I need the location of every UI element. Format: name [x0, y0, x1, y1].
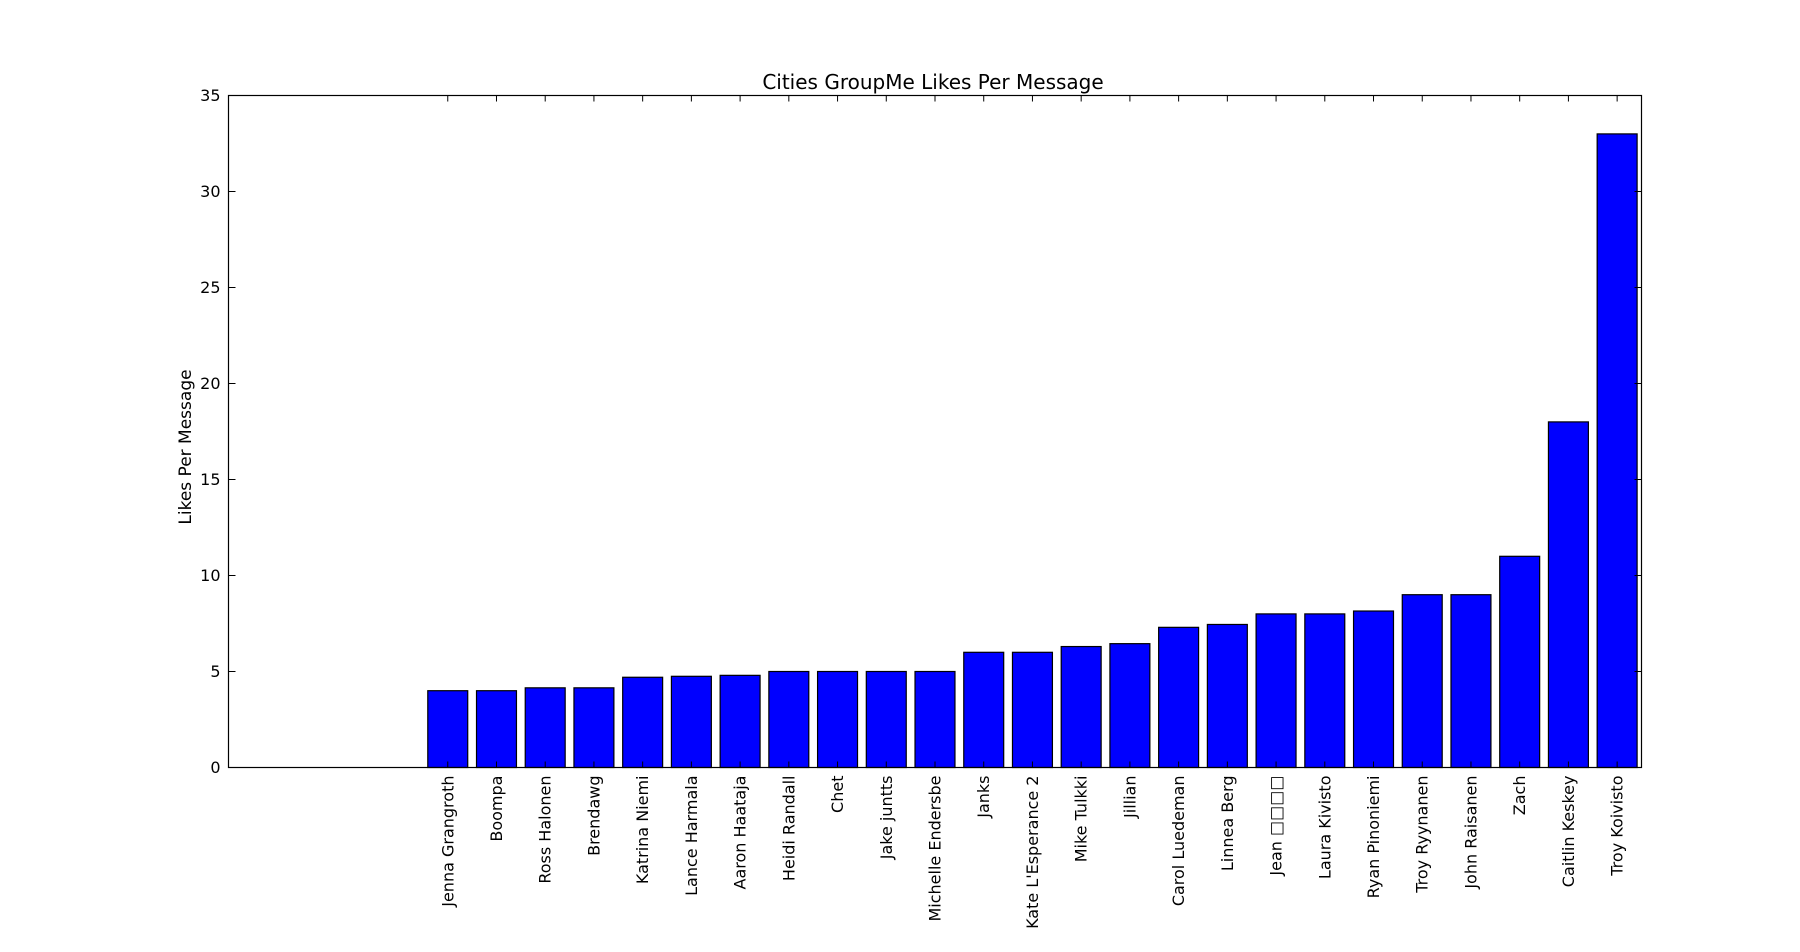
bar: [1450, 594, 1492, 769]
bar: [914, 670, 956, 769]
bar: [1352, 610, 1395, 769]
y-tick-label: 5: [210, 662, 220, 681]
x-tick-label: Caitlin Keskey: [1559, 776, 1578, 888]
x-tick-label: Brendawg: [584, 776, 603, 856]
bars-group: [427, 133, 1638, 769]
x-tick-label: Troy Koivisto: [1608, 776, 1627, 877]
x-tick-label: Jenna Grangroth: [438, 776, 457, 908]
y-tick-label: 20: [200, 374, 220, 393]
chart-title: Cities GroupMe Likes Per Message: [762, 70, 1103, 94]
bar: [524, 687, 566, 769]
bar: [1304, 613, 1346, 769]
x-tick-label: John Raisanen: [1461, 776, 1480, 890]
x-tick-label: Carol Luedeman: [1169, 776, 1188, 907]
x-tick-label: Heidi Randall: [779, 776, 798, 882]
bar: [1011, 651, 1054, 769]
bar: [622, 676, 664, 769]
x-tick-label: Chet: [828, 776, 847, 813]
bar: [768, 670, 810, 769]
y-tick-label: 15: [200, 470, 220, 489]
bar: [1547, 421, 1589, 769]
y-tick-label: 30: [200, 182, 220, 201]
x-tick-label: Linnea Berg: [1218, 776, 1237, 872]
bar: [963, 651, 1005, 769]
x-tick-label: Boompa: [487, 776, 506, 842]
bar: [1109, 643, 1151, 769]
bar: [670, 675, 712, 769]
x-tick-label: Katrina Niemi: [633, 776, 652, 885]
bar: [1158, 626, 1200, 769]
y-tick-label: 25: [200, 278, 220, 297]
x-tick-label: Jake juntts: [877, 776, 896, 861]
bar: [1596, 133, 1638, 769]
bar: [475, 690, 518, 769]
x-tick-label: Ross Halonen: [536, 776, 555, 884]
bar: [1060, 645, 1102, 769]
x-tick-label: Janks: [974, 776, 993, 819]
bar: [1499, 555, 1541, 769]
x-tick-label: Mike Tulkki: [1072, 776, 1091, 863]
bar: [865, 670, 907, 769]
bar: [1401, 594, 1443, 769]
bar: [573, 687, 615, 769]
x-tick-label: Troy Ryynanen: [1413, 776, 1432, 894]
x-tick-label: Ryan Pinoniemi: [1364, 776, 1383, 899]
y-axis-label: Likes Per Message: [176, 369, 196, 524]
bar: [816, 670, 859, 769]
x-tick-label: Lance Harmala: [682, 776, 701, 896]
bar: [1206, 623, 1248, 769]
x-tick-label: Jean □□□□: [1267, 776, 1286, 877]
y-tick-label: 10: [200, 566, 220, 585]
bar: [1255, 613, 1297, 769]
x-tick-label: Kate L'Esperance 2: [1023, 776, 1042, 929]
bar: [719, 674, 761, 769]
x-tick-labels-group: Jenna Grangroth Boompa Ross Halonen Brendaw…: [438, 776, 1626, 929]
y-tick-label: 0: [210, 758, 220, 777]
x-tick-label: Aaron Haataja: [731, 776, 750, 890]
x-tick-label: Zach: [1510, 776, 1529, 816]
x-tick-label: Laura Kivisto: [1315, 776, 1334, 880]
bar: [427, 690, 469, 769]
plot-frame: [227, 94, 1643, 769]
y-tick-label: 35: [200, 86, 220, 105]
x-tick-label: Michelle Endersbe: [926, 776, 945, 922]
x-tick-label: Jillian: [1120, 776, 1139, 819]
